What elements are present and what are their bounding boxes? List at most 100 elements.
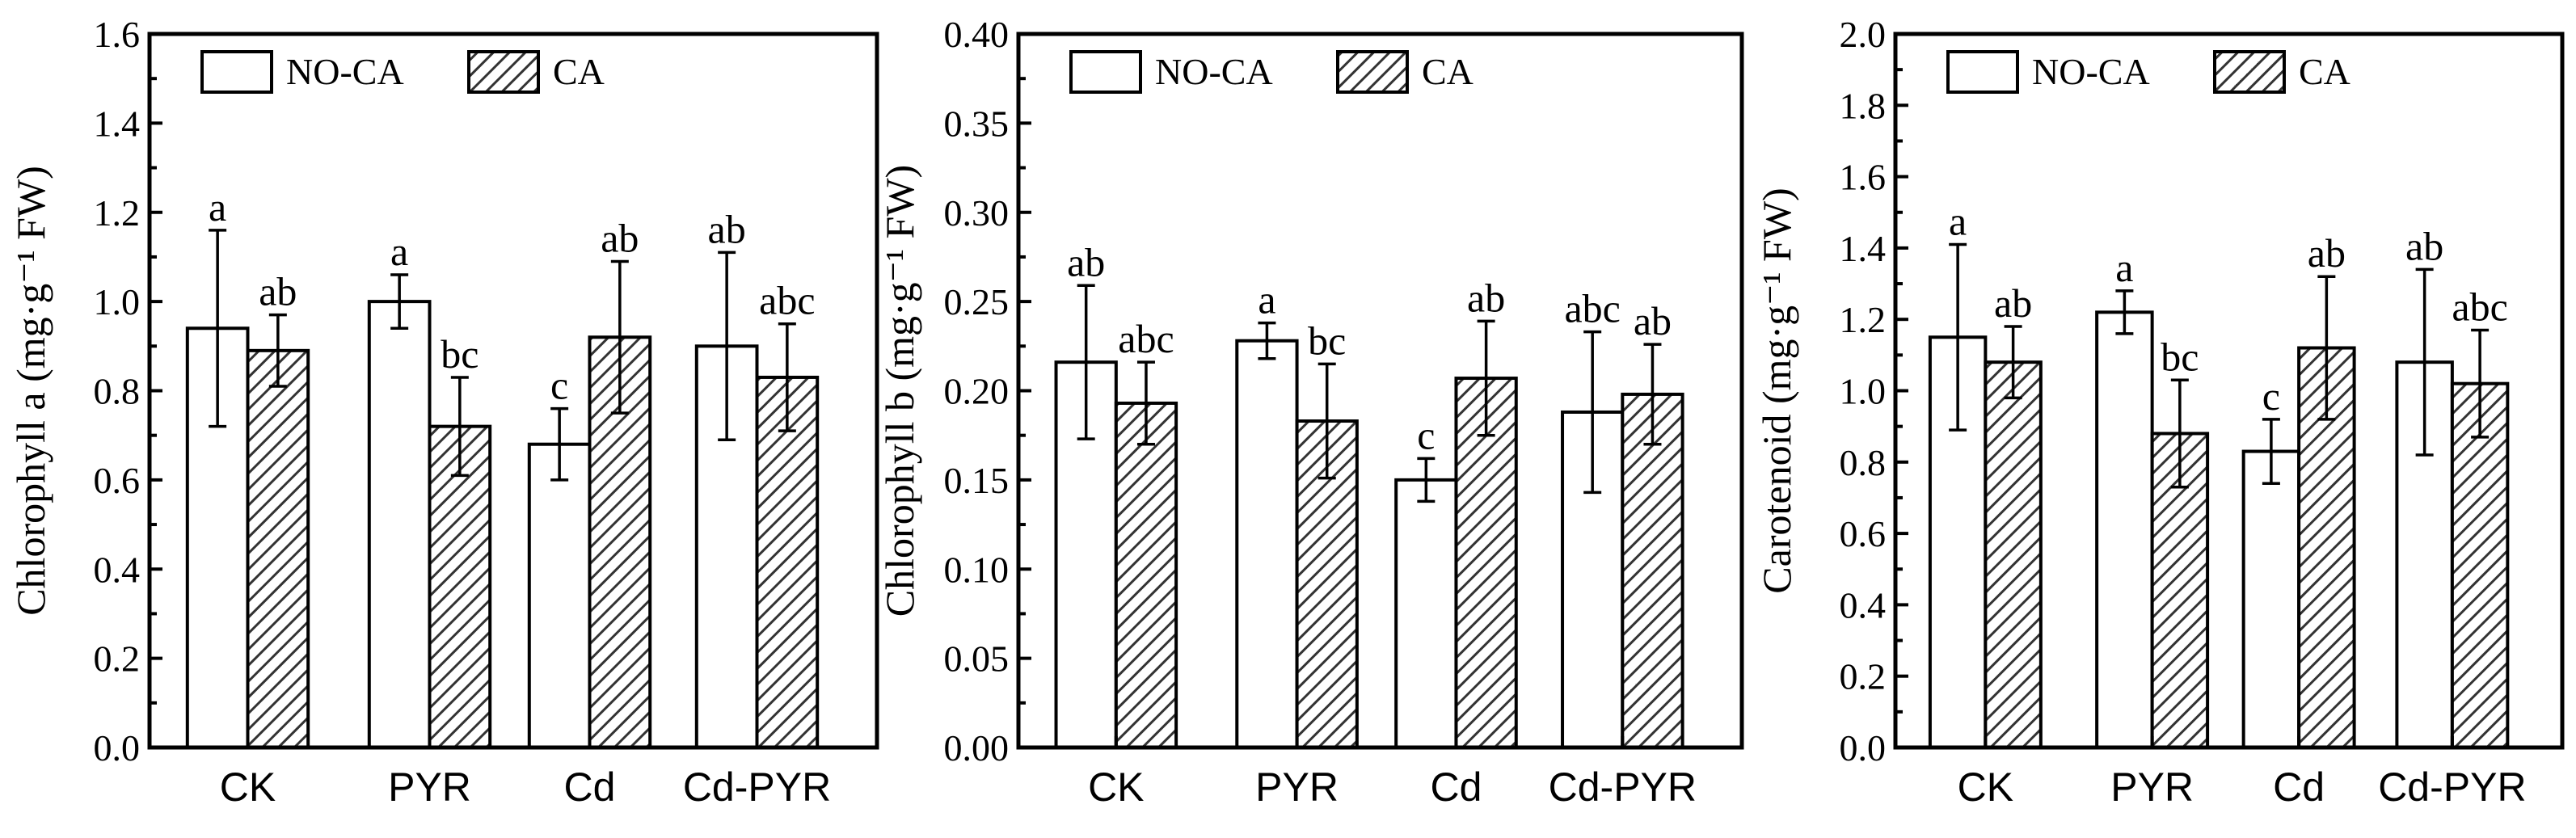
significance-letter: ab (1067, 239, 1105, 284)
bar-ca-ck (1984, 360, 2043, 749)
y-tick-label: 0.2 (1840, 656, 1887, 697)
plot-frame (1893, 32, 2565, 750)
legend: NO-CA CA (1069, 50, 1474, 94)
significance-letter: bc (1308, 318, 1346, 363)
y-tick-label: 0.0 (1840, 727, 1887, 769)
y-tick-label: 0.15 (944, 460, 1010, 501)
y-tick-label: 1.8 (1840, 85, 1887, 126)
chart-panel-3: Carotenoid (mg·g⁻¹ FW) 0.0 0.2 0.4 0.6 0.8 1.0… (1754, 14, 2565, 810)
significance-letter: ab (1634, 298, 1672, 343)
error-bar (450, 376, 469, 478)
error-bar (2471, 328, 2490, 439)
significance-letter: abc (2452, 284, 2507, 329)
y-tick-label: 0.8 (94, 371, 141, 412)
bar-noca-cd (2241, 449, 2301, 749)
plot-frame (147, 32, 879, 750)
chart-panel-1: Chlorophyll a (mg·g⁻¹ FW) 0.0 0.2 0.4 0.6 0.8… (8, 14, 879, 810)
legend-label-ca: CA (2299, 51, 2350, 92)
error-bar (1318, 362, 1336, 480)
y-tick-label: 0.10 (944, 549, 1010, 590)
bar-ca-pyr (428, 424, 492, 750)
bar-noca-cd (527, 442, 592, 749)
legend: NO-CA CA (1946, 50, 2350, 94)
y-tick-label: 1.2 (1840, 299, 1887, 340)
error-bar (1583, 330, 1602, 495)
legend-label-noca: NO-CA (1155, 51, 1273, 92)
y-tick-label: 1.0 (1840, 371, 1887, 412)
error-bar (1136, 360, 1155, 446)
significance-letter: bc (441, 331, 479, 377)
bar-ca-cd-pyr (2450, 381, 2510, 749)
y-tick-label: 0.20 (944, 371, 1010, 412)
plot-frame (1016, 32, 1744, 750)
bar-noca-pyr (367, 300, 432, 749)
x-tick-label: Cd (2273, 764, 2325, 810)
legend-swatch-noca (1069, 50, 1142, 94)
y-tick-label: 1.6 (94, 14, 141, 55)
y-axis-label: Chlorophyll a (mg·g⁻¹ FW) (8, 166, 53, 616)
legend-label-noca: NO-CA (2032, 51, 2150, 92)
bar-ca-cd-pyr (1621, 392, 1684, 749)
significance-letter: a (390, 229, 408, 274)
y-tick-label: 0.40 (944, 14, 1010, 55)
x-tick-label: PYR (1255, 764, 1339, 810)
significance-letter: ab (259, 269, 297, 314)
significance-letter: a (209, 184, 226, 230)
legend-swatch-ca (2213, 50, 2286, 94)
y-axis-label: Chlorophyll b (mg·g⁻¹ FW) (877, 165, 922, 617)
y-tick-label: 0.25 (944, 281, 1010, 322)
chart-panel-2: Chlorophyll b (mg·g⁻¹ FW) 0.00 0.05 0.10 0.1… (877, 14, 1744, 810)
error-bar (2004, 325, 2022, 400)
error-bar (1417, 457, 1436, 503)
x-tick-label: Cd-PYR (1549, 764, 1697, 810)
error-bar (268, 313, 287, 388)
error-bar (1949, 242, 1967, 432)
error-bar (2262, 418, 2280, 486)
significance-letter: ab (708, 206, 746, 251)
bar-ca-ck (1114, 401, 1178, 749)
bar-ca-ck (246, 348, 310, 749)
error-bar (209, 229, 227, 428)
error-bar (390, 273, 409, 330)
legend-swatch-noca (1946, 50, 2019, 94)
error-bar (718, 251, 736, 441)
y-tick-label: 0.6 (94, 460, 141, 501)
significance-letter: ab (601, 215, 639, 260)
significance-letter: abc (1118, 316, 1174, 361)
y-tick-label: 0.8 (1840, 442, 1887, 483)
y-tick-label: 0.30 (944, 192, 1010, 234)
significance-letter: c (1417, 412, 1435, 457)
y-axis-label: Carotenoid (mg·g⁻¹ FW) (1754, 187, 1799, 593)
x-tick-label: CK (1088, 764, 1144, 810)
legend-label-ca: CA (1422, 51, 1474, 92)
legend-label-ca: CA (553, 51, 605, 92)
y-tick-label: 0.00 (944, 727, 1010, 769)
y-tick-label: 2.0 (1840, 14, 1887, 55)
error-bar (610, 259, 629, 415)
y-tick-label: 0.0 (94, 727, 141, 769)
significance-letter: a (1258, 277, 1275, 322)
significance-letter: c (2262, 373, 2280, 419)
y-tick-label: 0.05 (944, 638, 1010, 680)
bar-noca-pyr (2095, 310, 2154, 749)
y-tick-label: 0.6 (1840, 513, 1887, 554)
error-bar (2317, 275, 2336, 421)
significance-letter: a (2115, 245, 2133, 290)
legend-swatch-ca (467, 50, 540, 94)
error-bar (2415, 267, 2434, 457)
significance-letter: a (1949, 198, 1967, 243)
bar-noca-pyr (1235, 339, 1299, 749)
error-bar (1077, 284, 1095, 440)
y-tick-label: 1.2 (94, 192, 141, 234)
x-tick-label: Cd (1431, 764, 1482, 810)
y-tick-label: 0.35 (944, 103, 1010, 144)
significance-letter: ab (1994, 280, 2032, 326)
y-tick-label: 1.4 (94, 103, 141, 144)
y-tick-label: 1.6 (1840, 157, 1887, 198)
error-bar (550, 406, 569, 482)
error-bar (778, 322, 796, 432)
x-tick-label: Cd-PYR (683, 764, 831, 810)
significance-letter: abc (759, 278, 815, 323)
legend-swatch-ca (1336, 50, 1409, 94)
error-bar (2115, 289, 2134, 335)
